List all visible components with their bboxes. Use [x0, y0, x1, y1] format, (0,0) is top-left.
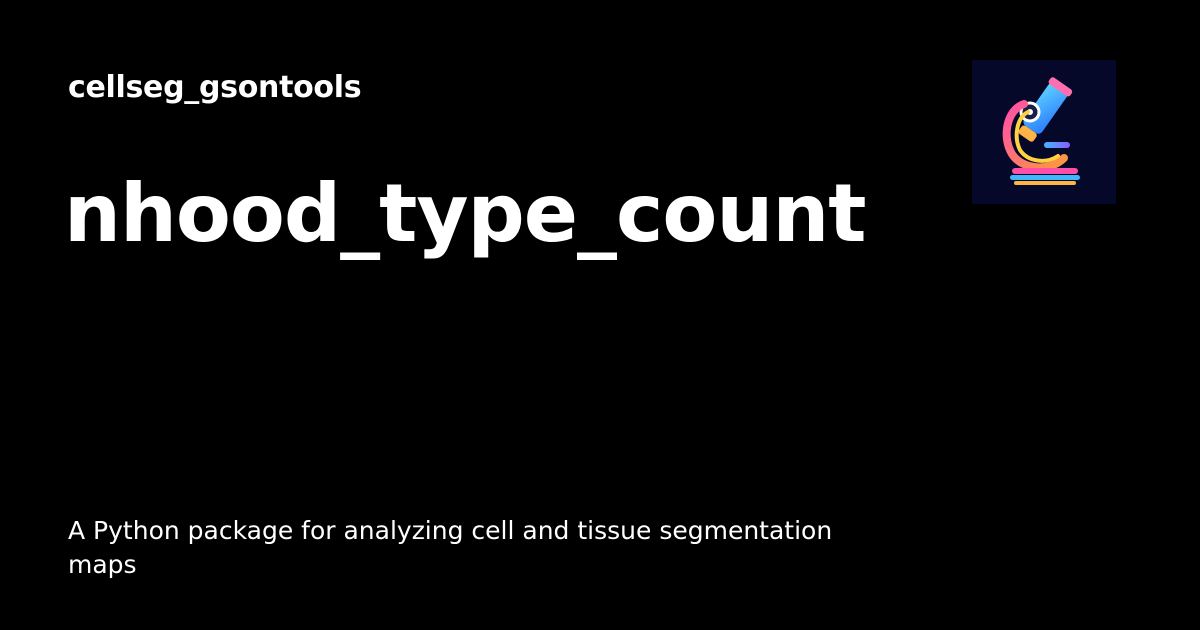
- microscope-icon: [1002, 77, 1080, 185]
- page-description: A Python package for analyzing cell and …: [68, 516, 833, 579]
- site-name: cellseg_gsontools: [68, 70, 362, 105]
- logo: [972, 60, 1116, 204]
- page-title: nhood_type_count: [64, 167, 867, 260]
